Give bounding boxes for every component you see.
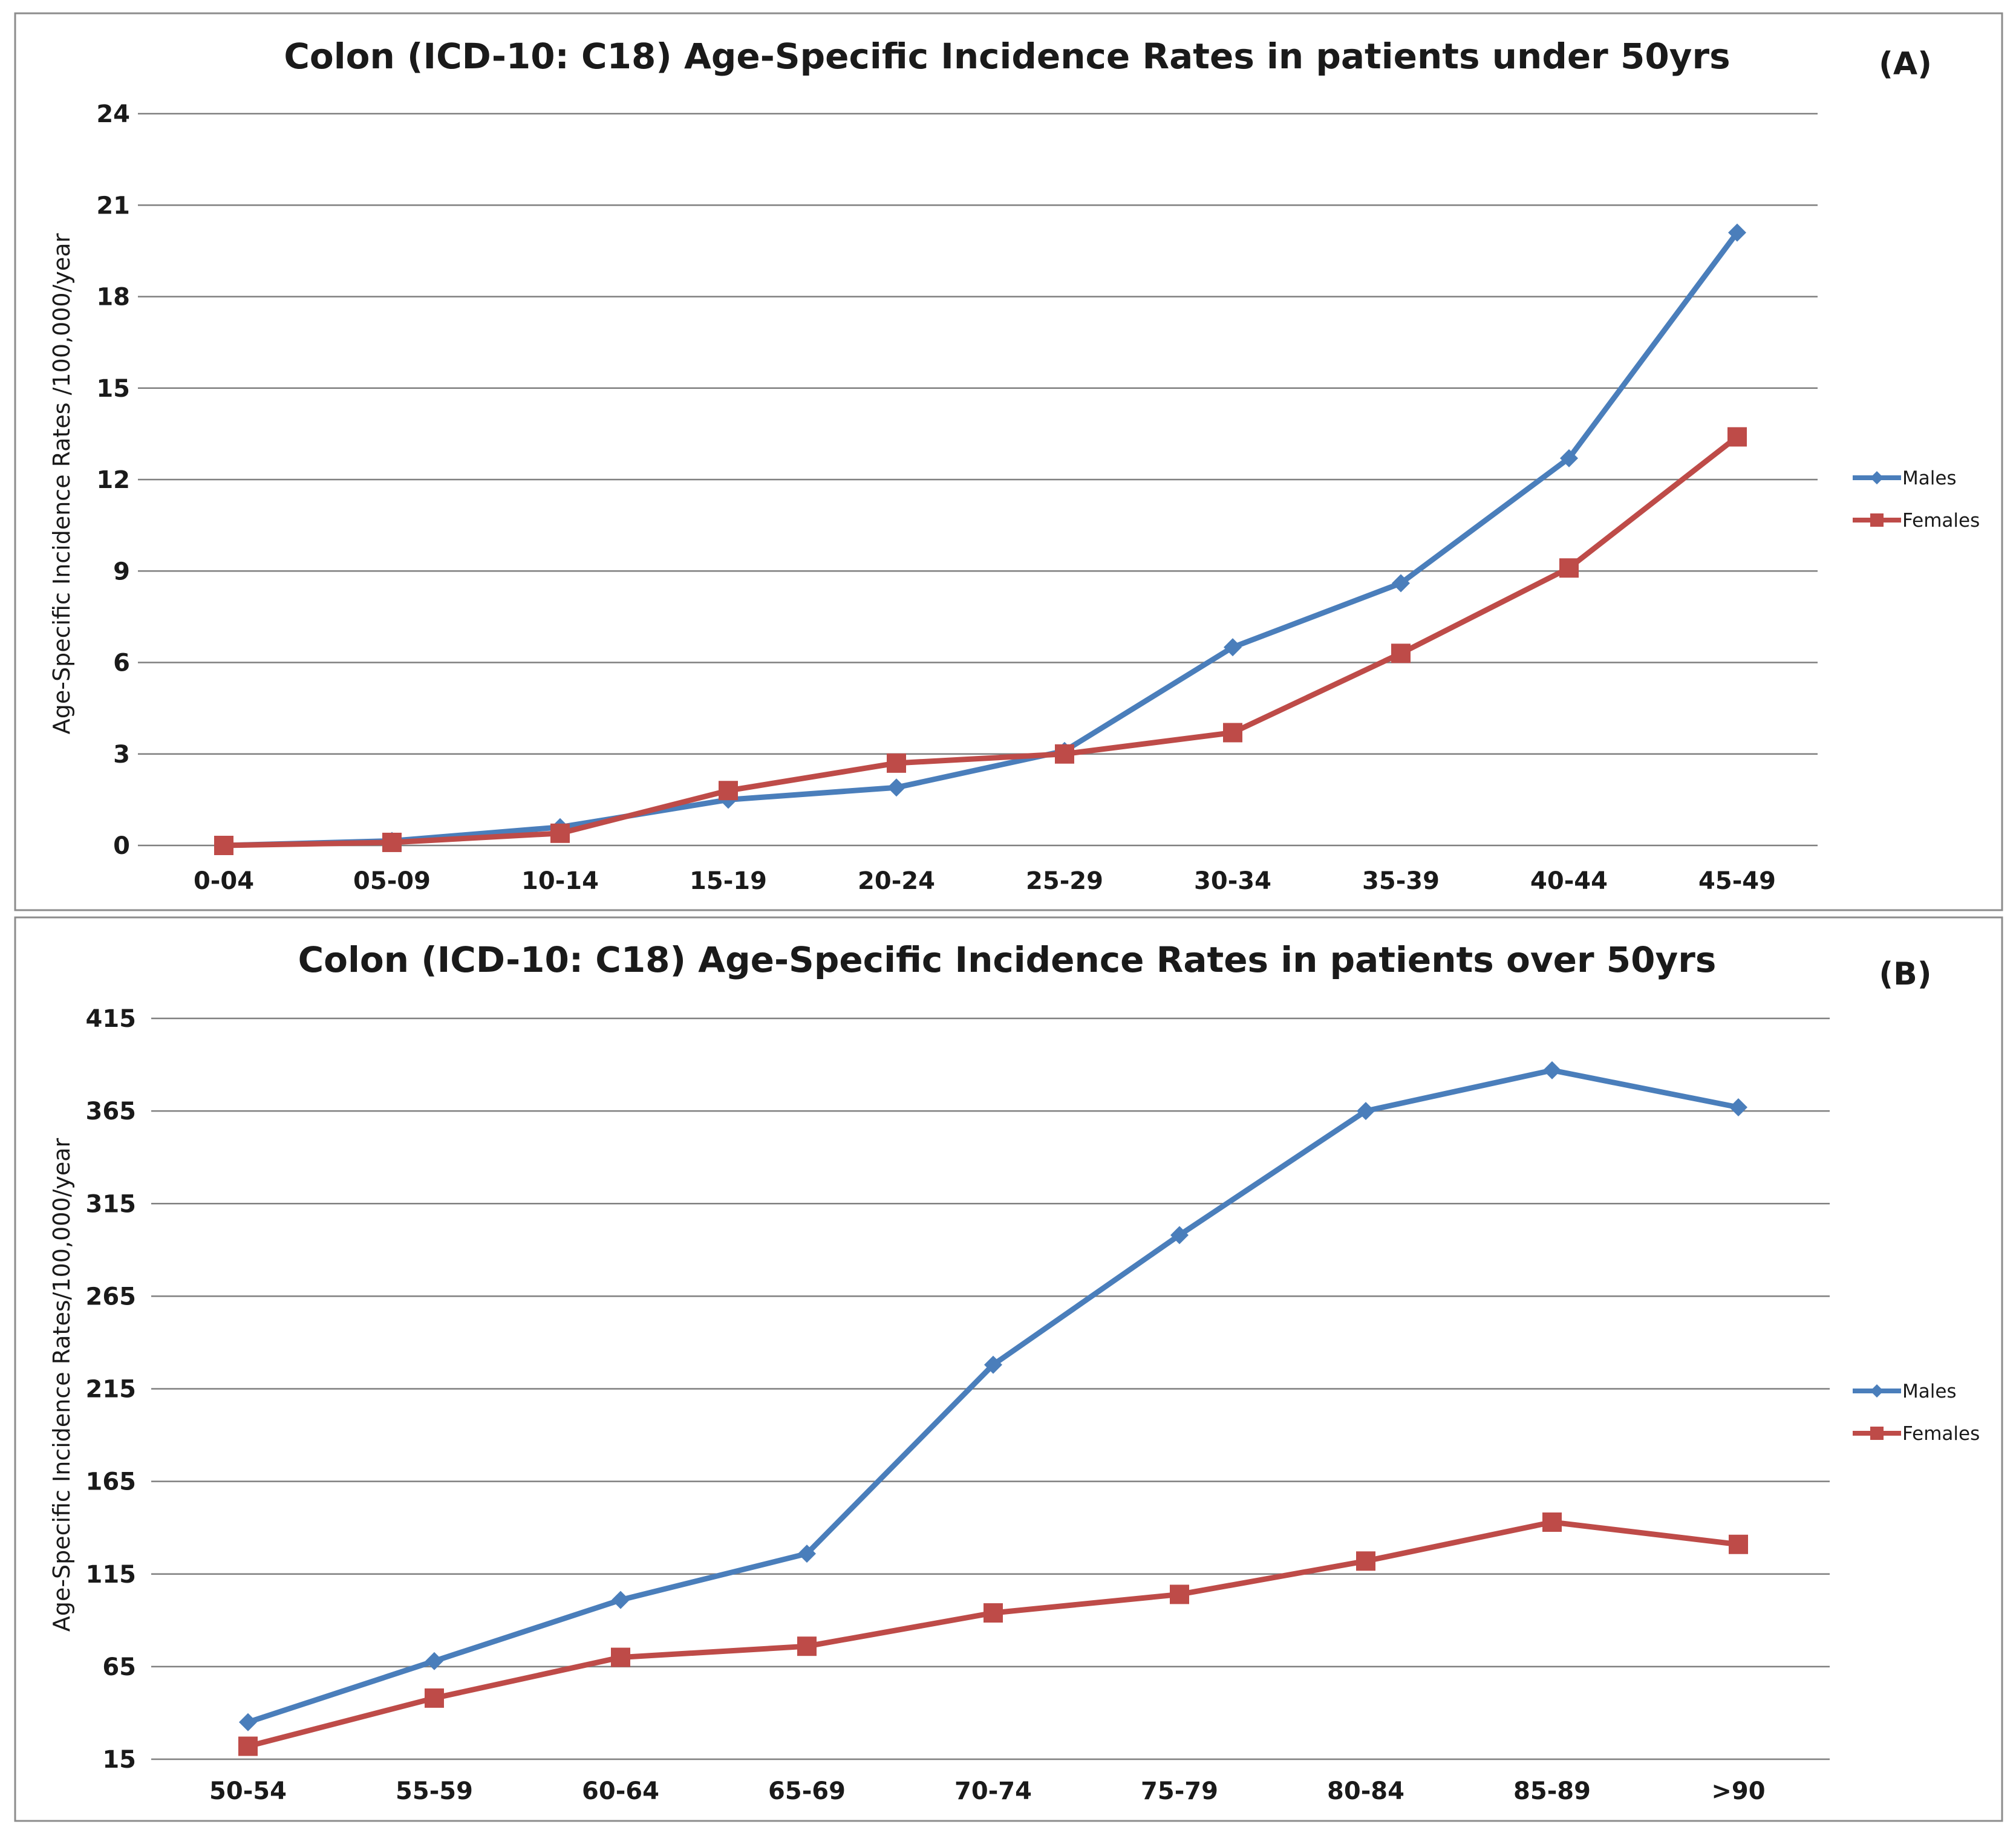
panel-a-point-males: [1392, 574, 1410, 593]
panel-b-x-tick-label: 75-79: [1141, 1777, 1218, 1805]
panel-b-point-males: [1729, 1098, 1747, 1116]
panel-b-point-females: [797, 1636, 817, 1656]
panel-b-x-tick-label: 55-59: [396, 1777, 473, 1805]
panel-a-point-males: [887, 778, 905, 797]
panel-a-point-males: [1560, 449, 1578, 467]
panel-a-legend-marker-females: [1870, 513, 1884, 527]
panel-b-series-line-females: [245, 1519, 1741, 1750]
panel-a-x-tick-label: 15-19: [690, 867, 767, 895]
panel-b-legend-label-males: Males: [1902, 1381, 1957, 1402]
panel-b-title: Colon (ICD-10: C18) Age-Specific Inciden…: [298, 939, 1717, 980]
panel-b-x-tick-label: 50-54: [209, 1777, 287, 1805]
panel-a-legend-marker-males: [1870, 471, 1884, 484]
panel-b-x-tick-label: >90: [1711, 1777, 1765, 1805]
panel-b-legend-marker-males: [1870, 1384, 1884, 1398]
panel-a-point-females: [1223, 723, 1242, 743]
panel-b-y-tick-label: 365: [86, 1098, 137, 1125]
panel-b-point-females: [1170, 1584, 1189, 1604]
panel-b-y-tick-label: 415: [86, 1005, 137, 1033]
panel-b-y-tick-label: 115: [86, 1561, 137, 1589]
panel-b-point-females: [238, 1736, 258, 1756]
panel-a-y-axis-label: Age-Specific Incidence Rates /100,000/ye…: [48, 233, 75, 734]
panel-a-x-tick-label: 30-34: [1194, 867, 1271, 895]
panel-b-point-males: [798, 1545, 816, 1563]
panel-b-point-males: [425, 1652, 443, 1670]
panel-a-point-females: [887, 753, 906, 773]
panel-a-point-males: [1224, 638, 1242, 657]
panel-a-y-tick-label: 6: [113, 650, 130, 677]
panel-b-x-tick-label: 70-74: [954, 1777, 1032, 1805]
panel-b-y-tick-label: 215: [86, 1376, 137, 1404]
panel-b-point-males: [612, 1590, 630, 1609]
panel-a-series-line-females: [221, 434, 1740, 848]
panel-a-y-tick-label: 18: [96, 284, 130, 311]
panel-b-y-axis-label: Age-Specific Incidence Rates/100,000/yea…: [48, 1138, 75, 1632]
panel-b-point-females: [611, 1647, 630, 1667]
panel-a-y-tick-label: 3: [113, 741, 130, 769]
panel-b-y-tick-label: 65: [102, 1653, 136, 1681]
panel-a-point-females: [214, 836, 233, 855]
panel-b-point-males: [1357, 1102, 1375, 1121]
panel-a-title: Colon (ICD-10: C18) Age-Specific Inciden…: [284, 36, 1730, 77]
panel-b-y-tick-label: 15: [102, 1746, 136, 1774]
panel-a-y-tick-label: 21: [96, 192, 130, 220]
panel-b-point-males: [984, 1355, 1002, 1374]
panel-b-series-line-males: [245, 1067, 1741, 1725]
panel-a-point-females: [1559, 558, 1579, 578]
panel-b-point-males: [1543, 1061, 1561, 1079]
panel-b-x-tick-label: 60-64: [582, 1777, 659, 1805]
panel-a-point-females: [1055, 744, 1074, 764]
panel-a-point-males: [1728, 223, 1746, 242]
panel-a-point-females: [719, 781, 738, 801]
panel-a-y-tick-label: 0: [113, 832, 130, 860]
panel-a-y-tick-label: 15: [96, 375, 130, 403]
panel-a-point-females: [550, 823, 570, 843]
panel-b-point-males: [239, 1713, 257, 1731]
panel-a-y-tick-label: 24: [96, 100, 130, 128]
panel-b-legend-marker-females: [1870, 1427, 1884, 1440]
panel-b-frame: [14, 916, 2003, 1822]
panel-b-y-tick-label: 315: [86, 1190, 137, 1218]
panel-a-x-tick-label: 20-24: [858, 867, 935, 895]
panel-a-x-tick-label: 05-09: [353, 867, 431, 895]
panel-a-plot: 0 3 6 9 12 15 18 21 24 0-04 05-09 10-14 15-19 20-24 25…: [96, 100, 1980, 895]
panel-a-label: (A): [1879, 46, 1932, 82]
panel-a-point-females: [382, 832, 402, 852]
panel-b-point-females: [984, 1603, 1003, 1623]
panel-b-point-females: [1542, 1512, 1562, 1532]
panel-a-x-tick-label: 25-29: [1026, 867, 1103, 895]
panel-b-y-tick-label: 165: [86, 1468, 137, 1496]
panel-a-legend-label-males: Males: [1902, 467, 1957, 489]
panel-b-plot: 15 65 115 165 215 265 315 365 415 50-54 55-59 60-64…: [86, 1005, 1980, 1805]
panel-a-y-tick-label: 12: [96, 466, 130, 494]
panel-b-label: (B): [1879, 956, 1931, 992]
panel-a-point-females: [1727, 427, 1747, 447]
panel-a-x-tick-label: 35-39: [1362, 867, 1440, 895]
panel-a-x-tick-label: 45-49: [1698, 867, 1776, 895]
panel-a-frame: [14, 12, 2003, 911]
panel-b-x-tick-label: 80-84: [1327, 1777, 1404, 1805]
panel-b-point-females: [425, 1688, 444, 1708]
panel-b-point-males: [1170, 1226, 1189, 1245]
panel-b-y-tick-label: 265: [86, 1283, 137, 1310]
panel-b-point-females: [1356, 1551, 1375, 1571]
panel-a-point-females: [1391, 643, 1411, 663]
panel-a-x-tick-label: 40-44: [1530, 867, 1608, 895]
panel-a-y-tick-label: 9: [113, 558, 130, 585]
panel-a-x-tick-label: 10-14: [521, 867, 599, 895]
panel-a-legend-label-females: Females: [1902, 510, 1980, 532]
panel-b-legend-label-females: Females: [1902, 1423, 1980, 1445]
panel-b-x-tick-label: 85-89: [1513, 1777, 1591, 1805]
panel-a-x-tick-label: 0-04: [194, 867, 254, 895]
panel-a-series-line-males: [221, 230, 1740, 848]
panel-b-point-females: [1729, 1534, 1748, 1554]
panel-b-x-tick-label: 65-69: [768, 1777, 846, 1805]
